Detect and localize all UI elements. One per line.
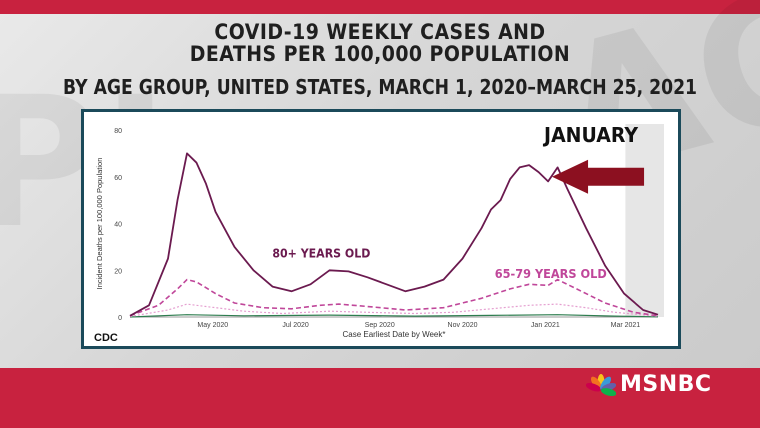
subtitle: BY AGE GROUP, UNITED STATES, MARCH 1, 20…	[62, 75, 698, 99]
y-tick-label: 40	[114, 222, 122, 229]
x-tick-label: Jan 2021	[531, 322, 560, 329]
y-axis-label: Incident Deaths per 100,000 Population	[95, 158, 104, 290]
annotation-80-plus: 80+ YEARS OLD	[272, 245, 370, 260]
y-tick-label: 80	[114, 128, 122, 135]
y-tick-label: 60	[114, 175, 122, 182]
series-line-under-50	[129, 314, 659, 318]
chart-panel: 0 20 40 60 80 May 2020 Jul 2020 Sep 2020 Nov 202…	[81, 109, 681, 349]
series-line-50-64	[129, 303, 659, 318]
top-band	[0, 0, 760, 18]
x-tick-label: May 2020	[197, 322, 228, 329]
source-label: CDC	[94, 332, 118, 344]
network-logo: MSNBC	[586, 372, 712, 397]
network-logo-text: MSNBC	[620, 372, 712, 397]
chart-svg: 0 20 40 60 80 May 2020 Jul 2020 Sep 2020 Nov 202…	[95, 123, 664, 339]
title-line-1: COVID-19 WEEKLY CASES AND	[214, 20, 546, 44]
series-line-65-79	[129, 278, 659, 317]
x-tick-label: Sep 2020	[365, 322, 395, 329]
y-tick-label: 0	[118, 315, 122, 322]
y-tick-label: 20	[114, 268, 122, 275]
x-axis-label: Case Earliest Date by Week*	[342, 330, 445, 339]
bottom-band	[0, 368, 760, 428]
annotation-january: JANUARY	[542, 123, 638, 147]
series-line-80plus	[129, 152, 659, 317]
x-tick-label: Mar 2021	[611, 322, 641, 329]
peacock-icon	[586, 373, 616, 396]
x-tick-label: Jul 2020	[282, 322, 309, 329]
title-line-2: DEATHS PER 100,000 POPULATION	[189, 42, 571, 66]
annotation-65-79: 65-79 YEARS OLD	[495, 266, 607, 281]
arrow-icon	[552, 159, 645, 194]
x-tick-label: Nov 2020	[448, 322, 478, 329]
shaded-region	[625, 124, 664, 317]
